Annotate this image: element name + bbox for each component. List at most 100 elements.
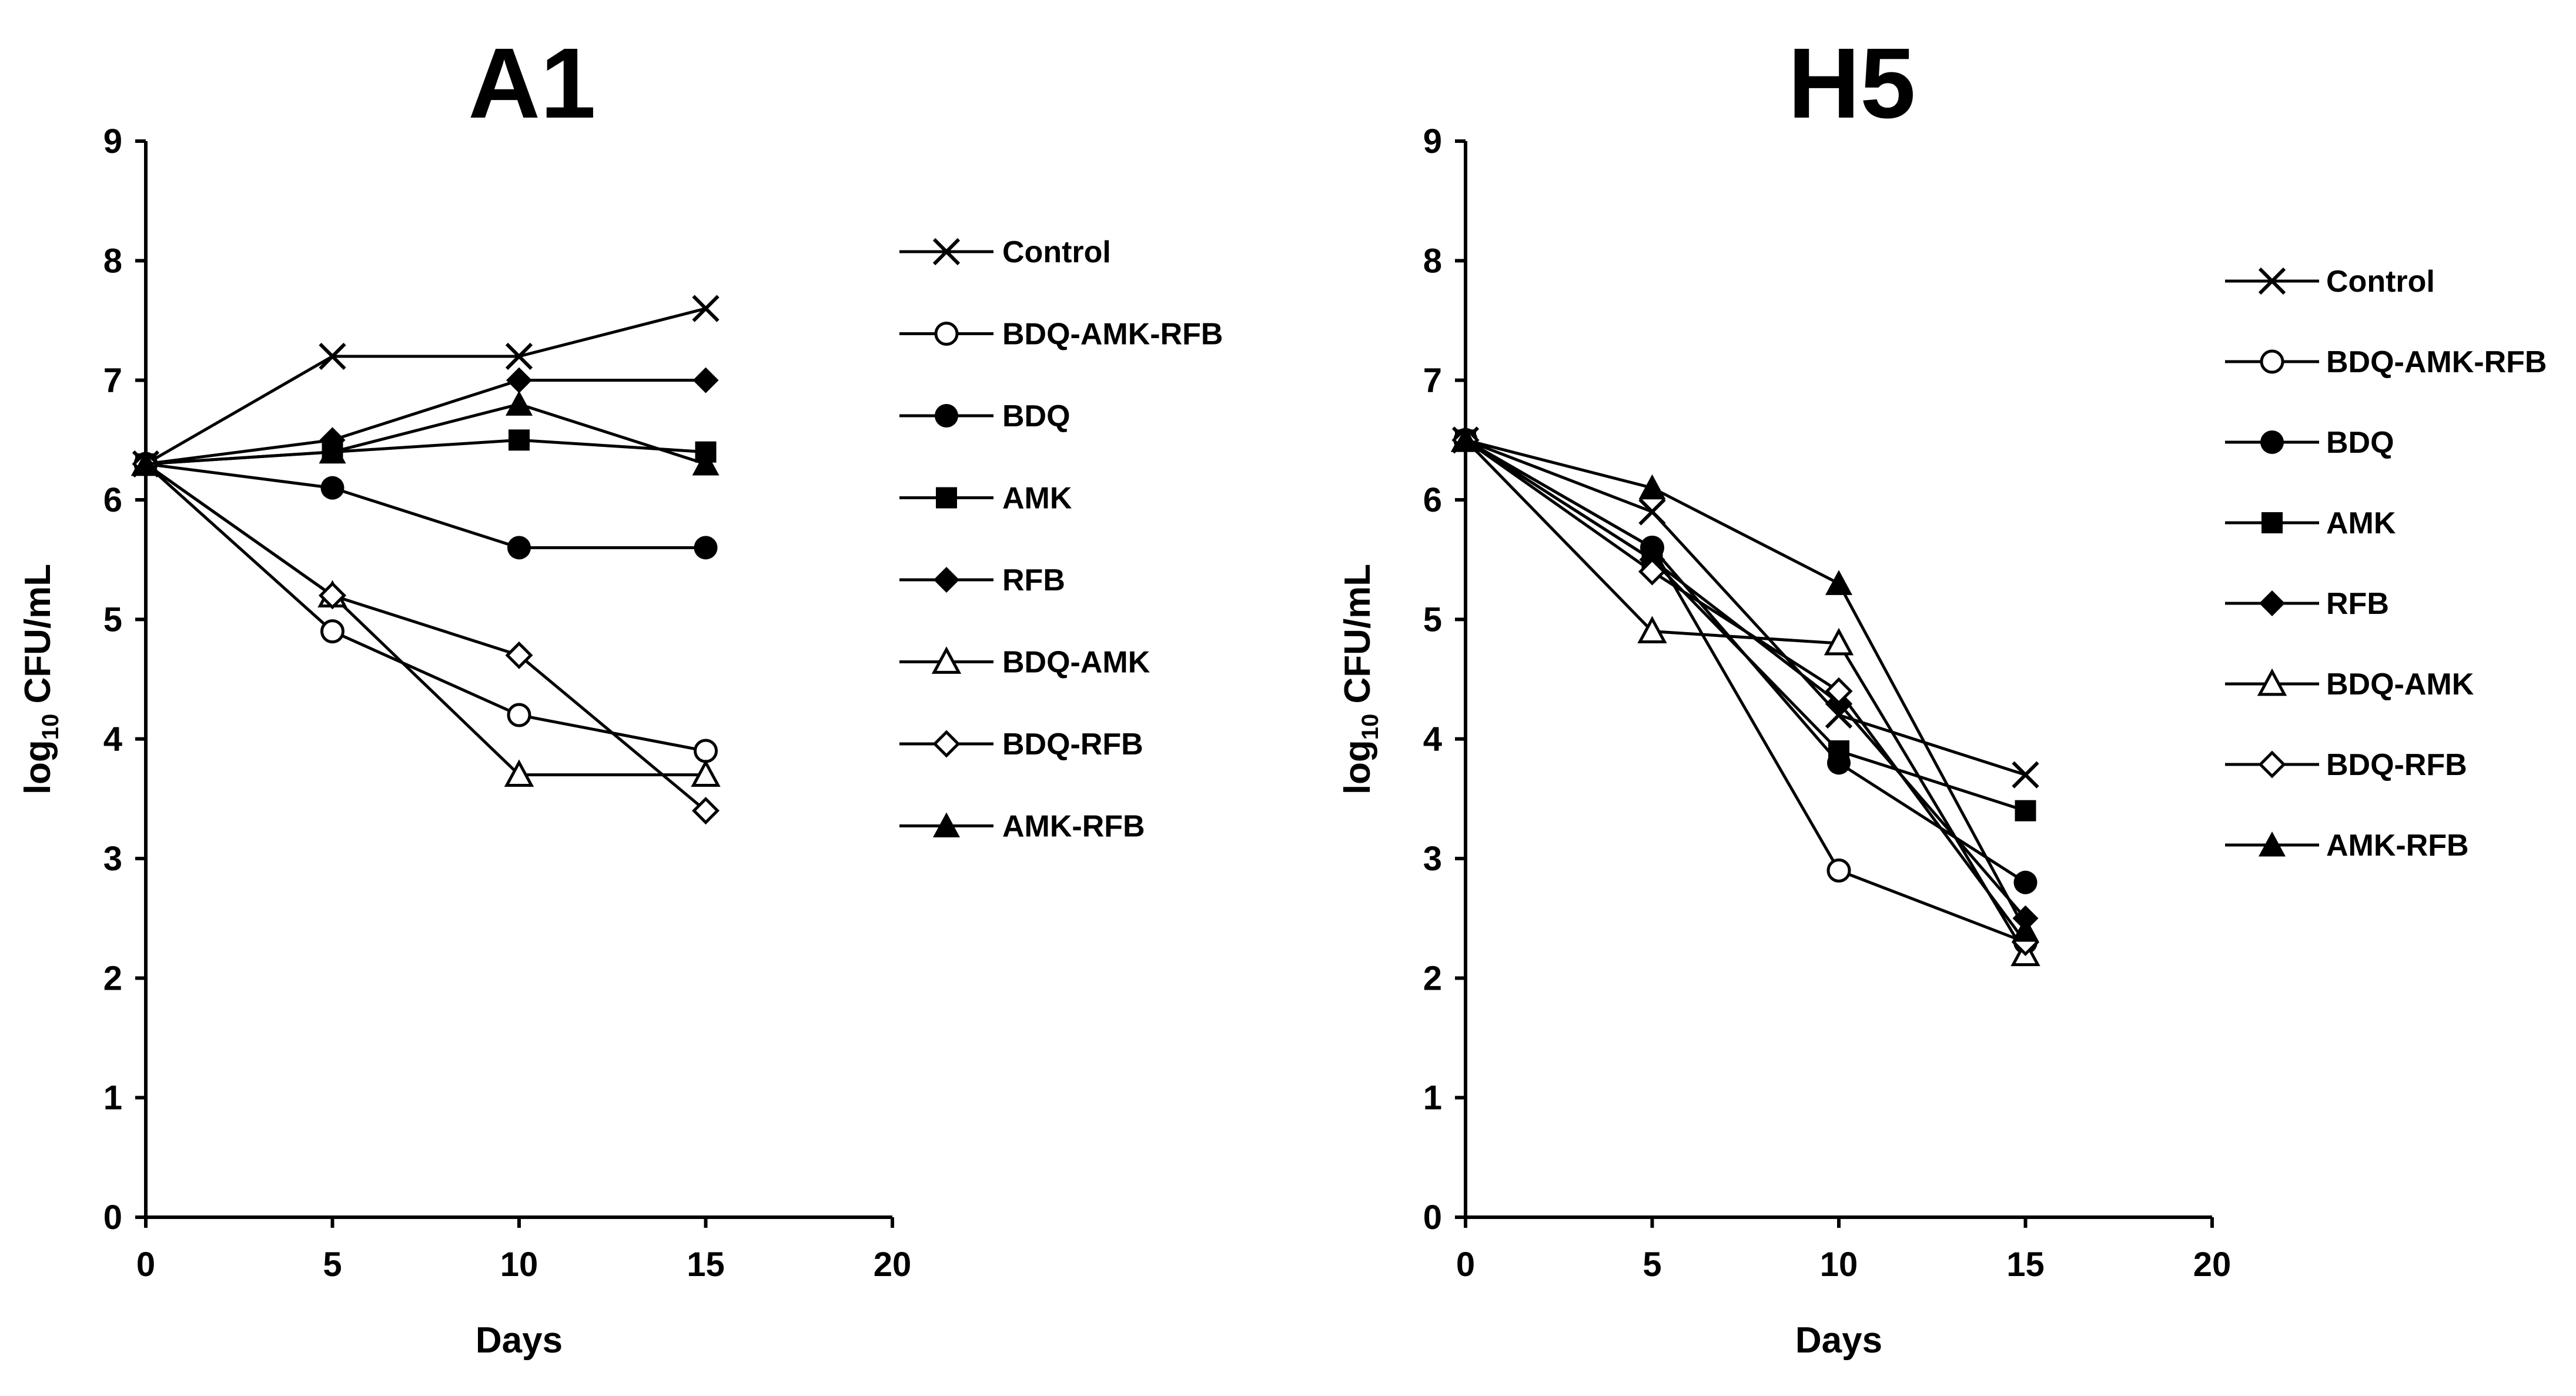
y-tick-label: 4 xyxy=(103,720,122,759)
series-line-bdq-amk-rfb xyxy=(1464,439,2026,944)
legend-marker-amk-rfb xyxy=(933,812,960,838)
point-marker-amk-rfb xyxy=(1452,426,1479,452)
point-marker-amk-rfb xyxy=(1638,474,1666,500)
series-line-bdq xyxy=(145,462,706,549)
point-marker-control xyxy=(692,295,720,322)
point-marker-bdq-amk xyxy=(691,759,721,787)
y-tick-label: 8 xyxy=(103,242,122,280)
series-line-rfb xyxy=(1464,439,2027,920)
series-amk xyxy=(135,429,717,475)
legend-marker-control xyxy=(932,238,961,266)
chart-title: H5 xyxy=(1788,28,1915,139)
legend-label: Control xyxy=(1002,235,1111,269)
series-line-amk-rfb xyxy=(145,402,707,466)
series-line-bdq-rfb xyxy=(1464,439,2027,943)
point-marker-rfb xyxy=(506,367,532,393)
series-line-control xyxy=(145,307,707,466)
legend-marker-bdq-amk-rfb xyxy=(2260,349,2284,374)
series-line-control xyxy=(1465,438,2026,777)
legend-label: BDQ-AMK xyxy=(2326,667,2474,702)
y-tick-label: 8 xyxy=(1423,242,1442,280)
series-line-rfb xyxy=(145,379,706,466)
series-line-bdq-amk-rfb xyxy=(145,463,706,753)
y-tick-label: 9 xyxy=(1423,122,1442,161)
series-bdq-rfb xyxy=(132,450,720,825)
y-tick-label: 9 xyxy=(103,122,122,161)
series-bdq-amk-rfb xyxy=(133,452,718,763)
point-marker-bdq-rfb xyxy=(1825,677,1853,705)
legend-marker-control xyxy=(2258,267,2286,295)
legend-label: AMK-RFB xyxy=(2326,829,2469,863)
point-marker-amk-rfb xyxy=(2012,917,2039,942)
y-axis-label: log10 CFU/mL xyxy=(18,564,63,794)
x-tick-label: 5 xyxy=(1642,1245,1661,1284)
series-line-bdq-amk xyxy=(1464,439,2027,955)
point-marker-amk-rfb xyxy=(132,450,159,476)
point-marker-amk-rfb xyxy=(319,438,346,464)
x-tick-label: 0 xyxy=(1456,1245,1475,1284)
point-marker-amk xyxy=(2015,800,2036,821)
x-axis-label: Days xyxy=(476,1320,563,1361)
point-marker-control xyxy=(505,342,533,370)
point-marker-bdq-amk-rfb xyxy=(320,619,344,644)
legend-marker-amk-rfb xyxy=(2259,831,2286,857)
point-marker-control xyxy=(1638,498,1666,526)
point-marker-bdq-rfb xyxy=(505,641,533,669)
legend-marker-bdq-rfb xyxy=(932,730,961,758)
y-tick-label: 7 xyxy=(103,362,122,400)
series-rfb xyxy=(1453,427,2039,931)
x-tick-label: 20 xyxy=(874,1245,912,1284)
legend-label: AMK xyxy=(1002,482,1072,516)
series-bdq xyxy=(1454,428,2038,894)
point-marker-bdq-rfb xyxy=(691,797,720,825)
point-marker-bdq-amk xyxy=(1637,616,1667,644)
legend-marker-bdq-amk xyxy=(931,646,962,674)
series-bdq-amk-rfb xyxy=(1453,428,2038,954)
legend-label: AMK-RFB xyxy=(1002,810,1145,844)
y-tick-label: 5 xyxy=(103,600,122,639)
legend-label: BDQ-RFB xyxy=(1002,727,1143,762)
y-tick-label: 0 xyxy=(103,1198,122,1237)
series-bdq-amk xyxy=(1450,425,2040,967)
legend-marker-bdq xyxy=(935,404,958,428)
point-marker-amk xyxy=(1828,740,1849,762)
y-tick-label: 6 xyxy=(103,481,122,519)
legend-marker-bdq xyxy=(2260,430,2284,454)
legend-marker-rfb xyxy=(2259,590,2285,616)
point-marker-bdq-amk xyxy=(504,759,534,787)
y-tick-label: 3 xyxy=(103,840,122,878)
legend-label: BDQ-AMK-RFB xyxy=(2326,345,2547,379)
legend-marker-bdq-amk-rfb xyxy=(934,322,959,346)
series-line-amk-rfb xyxy=(1465,438,2027,931)
legend-label: Control xyxy=(2326,265,2435,299)
x-tick-label: 15 xyxy=(2006,1245,2045,1284)
x-tick-label: 0 xyxy=(136,1245,155,1284)
chart-title: A1 xyxy=(468,28,596,139)
x-tick-label: 20 xyxy=(2193,1245,2232,1284)
y-tick-label: 0 xyxy=(1423,1198,1442,1237)
legend-label: RFB xyxy=(2326,587,2389,621)
legend-marker-bdq-rfb xyxy=(2258,750,2286,779)
chart-panel-a1: A1 0 1 2 3 4 5 6 7 8 9 0 5 10 15 20 Days log10 CFU/mL Cont… xyxy=(18,28,1223,1361)
y-tick-label: 2 xyxy=(1423,959,1442,997)
legend: Control BDQ-AMK-RFB BDQ AMK RFB BDQ-AMK BDQ-RF… xyxy=(899,235,1223,844)
point-marker-bdq-amk-rfb xyxy=(1826,858,1851,883)
series-line-bdq-rfb xyxy=(145,462,707,812)
point-marker-bdq-rfb xyxy=(1638,557,1667,586)
legend-marker-amk xyxy=(2261,512,2283,533)
point-marker-rfb xyxy=(692,367,719,393)
legend-label: BDQ-RFB xyxy=(2326,748,2467,782)
legend-label: BDQ-AMK-RFB xyxy=(1002,318,1223,352)
series-line-bdq-amk xyxy=(145,462,706,777)
x-tick-label: 10 xyxy=(500,1245,538,1284)
series-control xyxy=(1451,426,2039,789)
legend-label: AMK xyxy=(2326,506,2396,540)
x-axis-label: Days xyxy=(1795,1320,1882,1361)
y-tick-label: 3 xyxy=(1423,840,1442,878)
point-marker-bdq xyxy=(320,476,344,500)
series-amk-rfb xyxy=(1452,426,2039,942)
x-tick-label: 10 xyxy=(1820,1245,1858,1284)
y-tick-label: 6 xyxy=(1423,481,1442,519)
series-amk-rfb xyxy=(132,390,720,476)
